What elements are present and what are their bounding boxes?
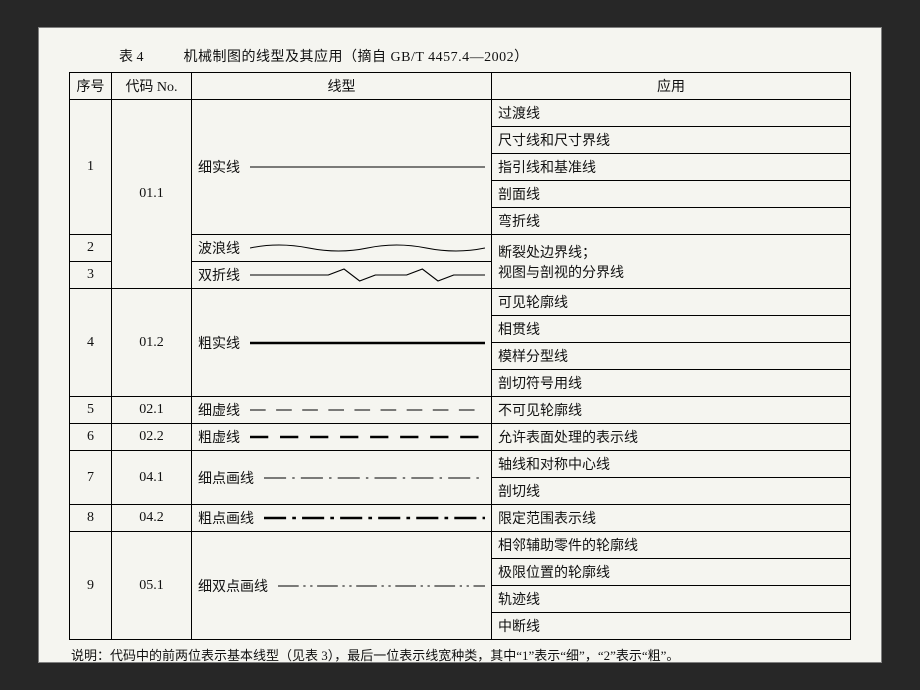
app-cell: 指引线和基准线 (492, 154, 851, 181)
idx-cell: 2 (70, 235, 112, 262)
app-cell: 轴线和对称中心线 (492, 451, 851, 478)
table-title: 表 4 机械制图的线型及其应用（摘自 GB/T 4457.4—2002） (119, 46, 851, 66)
idx-cell: 4 (70, 289, 112, 397)
col-app: 应用 (492, 73, 851, 100)
app-cell: 限定范围表示线 (492, 505, 851, 532)
app-cell: 中断线 (492, 613, 851, 640)
line-type-table: 序号 代码 No. 线型 应用 101.1细实线过渡线尺寸线和尺寸界线指引线和基… (69, 72, 851, 640)
page: 表 4 机械制图的线型及其应用（摘自 GB/T 4457.4—2002） 序号 … (38, 27, 882, 663)
table-row: 502.1细虚线不可见轮廓线 (70, 397, 851, 424)
lt-cell: 双折线 (192, 262, 492, 289)
lt-cell: 细实线 (192, 100, 492, 235)
table-row: 804.2粗点画线限定范围表示线 (70, 505, 851, 532)
app-cell: 剖面线 (492, 181, 851, 208)
idx-cell: 8 (70, 505, 112, 532)
code-cell: 02.1 (112, 397, 192, 424)
code-cell: 01.2 (112, 289, 192, 397)
table-row: 401.2粗实线可见轮廓线 (70, 289, 851, 316)
app-cell: 极限位置的轮廓线 (492, 559, 851, 586)
lt-cell: 细虚线 (192, 397, 492, 424)
lt-cell: 粗虚线 (192, 424, 492, 451)
col-code: 代码 No. (112, 73, 192, 100)
idx-cell: 3 (70, 262, 112, 289)
app-cell: 断裂处边界线；视图与剖视的分界线 (492, 235, 851, 289)
idx-cell: 7 (70, 451, 112, 505)
code-cell: 02.2 (112, 424, 192, 451)
col-idx: 序号 (70, 73, 112, 100)
idx-cell: 5 (70, 397, 112, 424)
app-cell: 不可见轮廓线 (492, 397, 851, 424)
idx-cell: 9 (70, 532, 112, 640)
table-note: 说明：代码中的前两位表示基本线型（见表 3），最后一位表示线宽种类，其中“1”表… (69, 646, 851, 667)
app-cell: 可见轮廓线 (492, 289, 851, 316)
app-cell: 弯折线 (492, 208, 851, 235)
app-cell: 相邻辅助零件的轮廓线 (492, 532, 851, 559)
table-header-row: 序号 代码 No. 线型 应用 (70, 73, 851, 100)
table-caption: 机械制图的线型及其应用（摘自 GB/T 4457.4—2002） (184, 46, 529, 66)
table-row: 704.1细点画线轴线和对称中心线 (70, 451, 851, 478)
idx-cell: 1 (70, 100, 112, 235)
table-row: 101.1细实线过渡线 (70, 100, 851, 127)
lt-cell: 细双点画线 (192, 532, 492, 640)
code-cell: 04.1 (112, 451, 192, 505)
app-cell: 尺寸线和尺寸界线 (492, 127, 851, 154)
app-cell: 轨迹线 (492, 586, 851, 613)
lt-cell: 波浪线 (192, 235, 492, 262)
table-row: 905.1细双点画线相邻辅助零件的轮廓线 (70, 532, 851, 559)
code-cell: 05.1 (112, 532, 192, 640)
app-cell: 允许表面处理的表示线 (492, 424, 851, 451)
col-lt: 线型 (192, 73, 492, 100)
code-cell: 01.1 (112, 100, 192, 289)
app-cell: 剖切符号用线 (492, 370, 851, 397)
app-cell: 过渡线 (492, 100, 851, 127)
table-number: 表 4 (119, 46, 144, 66)
lt-cell: 粗实线 (192, 289, 492, 397)
table-row: 602.2粗虚线允许表面处理的表示线 (70, 424, 851, 451)
app-cell: 相贯线 (492, 316, 851, 343)
code-cell: 04.2 (112, 505, 192, 532)
lt-cell: 细点画线 (192, 451, 492, 505)
app-cell: 剖切线 (492, 478, 851, 505)
idx-cell: 6 (70, 424, 112, 451)
lt-cell: 粗点画线 (192, 505, 492, 532)
app-cell: 模样分型线 (492, 343, 851, 370)
